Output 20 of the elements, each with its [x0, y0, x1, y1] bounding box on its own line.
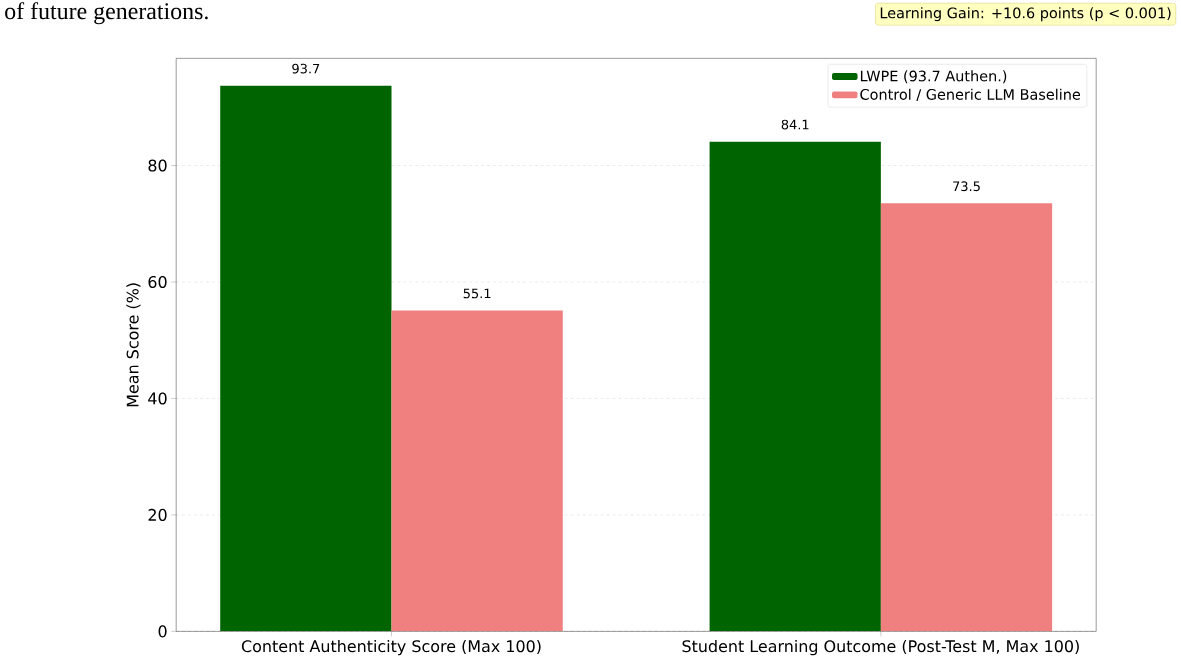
y-tick-label: 60 [148, 275, 167, 288]
y-tick-label: 20 [148, 508, 167, 521]
data-label: 84.1 [781, 119, 809, 130]
bar [391, 310, 563, 632]
data-label: 93.7 [292, 63, 320, 74]
y-axis-title: Mean Score (%) [126, 283, 141, 407]
bar [220, 85, 392, 632]
data-label: 73.5 [953, 181, 980, 192]
bar [880, 203, 1053, 632]
legend-label: LWPE (93.7 Authen.) [860, 70, 1007, 84]
x-tick-label: Content Authenticity Score (Max 100) [241, 639, 541, 656]
legend-label: Control / Generic LLM Baseline [860, 88, 1081, 102]
bar [709, 141, 881, 632]
text: Learning Gain: +10.6 points (p < 0.001) [880, 7, 1171, 22]
data-label: 55.1 [463, 288, 491, 299]
y-tick-label: 40 [148, 392, 167, 405]
text: of future generations. [5, 2, 208, 25]
y-tick-label: 80 [148, 159, 167, 172]
x-tick-label: Student Learning Outcome (Post-Test M, Max 100) [682, 639, 1079, 656]
y-tick-label: 0 [158, 625, 167, 638]
